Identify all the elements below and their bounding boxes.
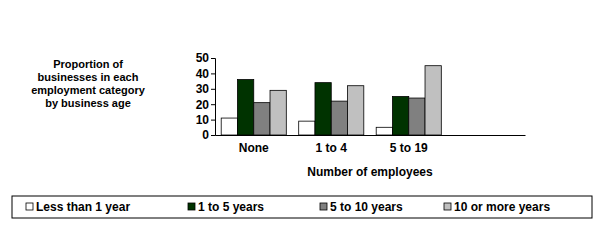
bar [315,83,331,135]
y-tick-label: 50 [196,51,210,65]
y-tick-label: 40 [196,67,210,81]
x-axis-title: Number of employees [307,165,433,179]
bar [237,80,253,135]
y-tick-mark [211,89,215,90]
legend-box [12,196,592,218]
x-axis: None 1 to 4 5 to 19 [216,136,526,156]
y-tick-mark [211,135,215,136]
x-axis-line [216,135,526,136]
y-tick-label: 0 [202,128,209,142]
y-tick-label: 10 [196,113,210,127]
legend-swatch [444,203,451,210]
bar [270,90,286,135]
x-tick: 5 to 19 [390,141,428,155]
legend-swatch [188,203,195,210]
y-axis: 01020 3040 50 [196,51,216,142]
bar [299,121,315,135]
y-tick-mark [211,120,215,121]
legend-swatch [320,203,327,210]
bar [348,86,364,135]
y-tick-label: 20 [196,98,210,112]
legend-label: Less than 1 year [36,200,130,214]
x-tick-label: 1 to 4 [316,141,348,155]
bars [221,66,441,135]
legend-swatch [26,203,33,210]
x-tick-label: None [239,141,269,155]
legend-label: 5 to 10 years [330,200,403,214]
y-tick-mark [211,73,215,74]
x-tick: None [239,141,269,155]
y-tick: 50 [196,51,215,65]
y-axis-title: Proportion of businesses in each employm… [28,58,148,110]
y-tick-label: 30 [196,82,210,96]
bar [376,127,392,135]
legend-label: 10 or more years [454,200,550,214]
y-tick: 30 [196,82,215,96]
bar [409,98,425,135]
y-tick-mark [211,104,215,105]
bar [331,101,347,135]
y-tick-mark [211,58,215,59]
y-tick: 10 [196,113,215,127]
bar [221,118,237,135]
bar [425,66,441,135]
y-tick: 0 [202,128,215,142]
bar [392,97,408,136]
legend: Less than 1 year 1 to 5 years 5 to 10 year… [12,196,592,218]
y-tick: 40 [196,67,215,81]
legend-label: 1 to 5 years [198,200,264,214]
y-tick: 20 [196,98,215,112]
chart: 01020 3040 50 None 1 to 4 5 to 19 Number of em… [0,0,600,232]
x-tick-label: 5 to 19 [390,141,428,155]
bar [254,103,270,135]
y-axis-line [211,59,216,136]
x-tick: 1 to 4 [316,141,348,155]
